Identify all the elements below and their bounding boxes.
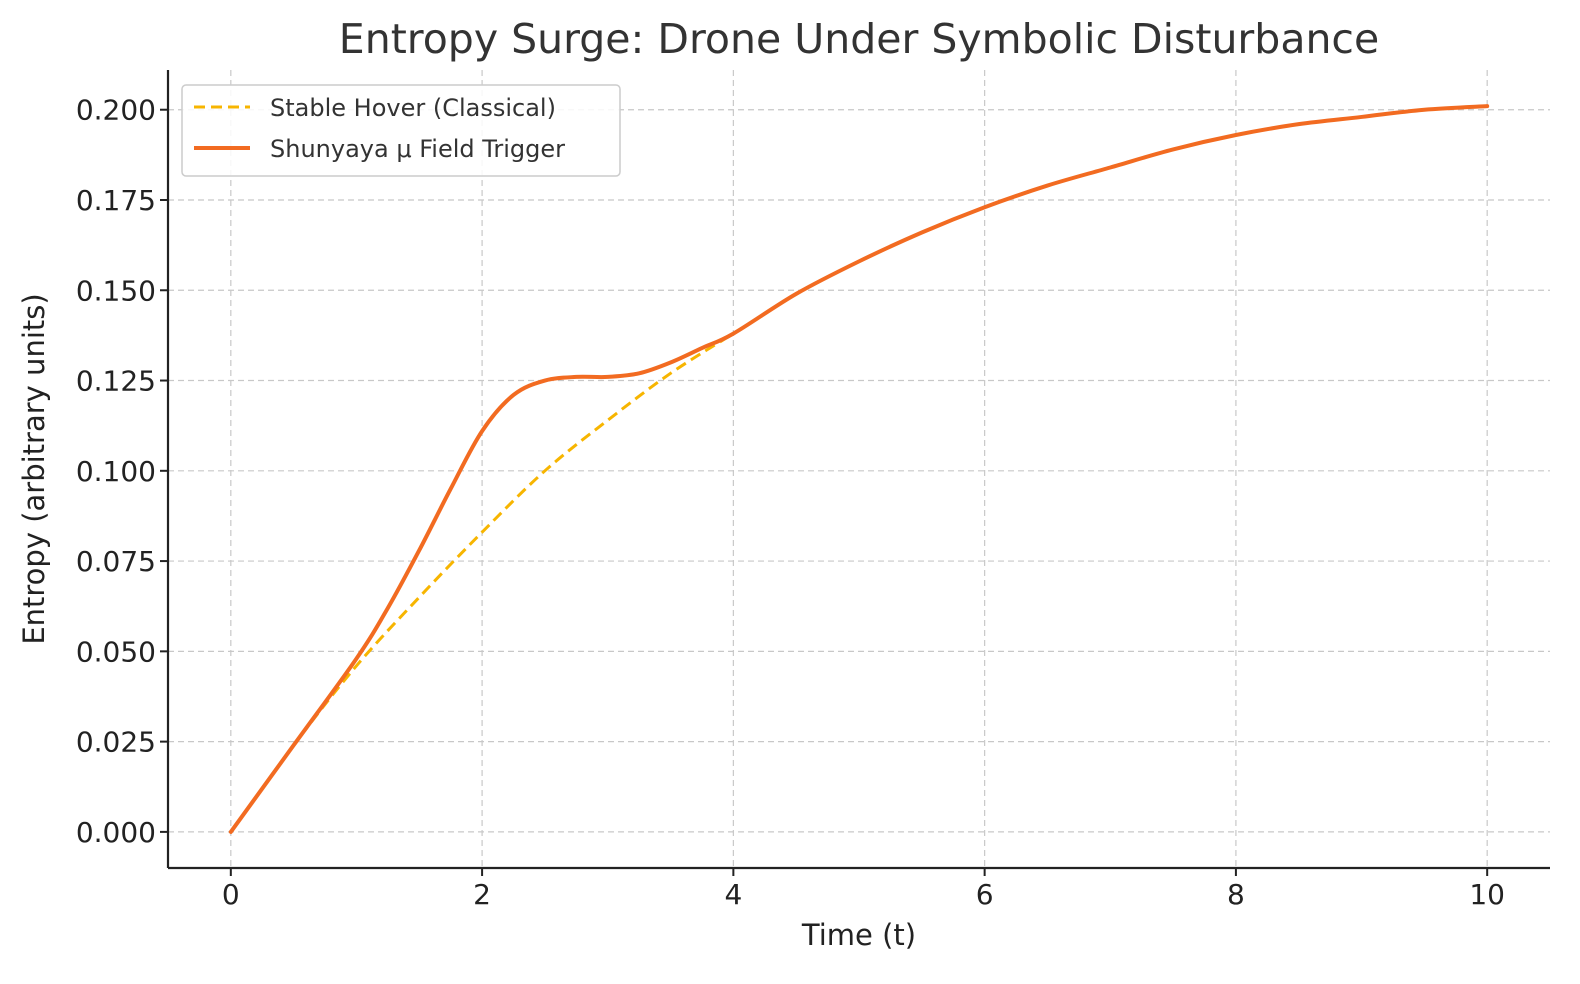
y-axis-label: Entropy (arbitrary units) — [17, 293, 51, 644]
axes — [166, 70, 1550, 870]
y-tick-label: 0.050 — [76, 635, 156, 668]
x-tick-label: 4 — [724, 878, 742, 911]
y-tick-label: 0.175 — [76, 184, 156, 217]
legend-box — [181, 84, 621, 177]
legend: Stable Hover (Classical) Shunyaya μ Fiel… — [181, 84, 621, 177]
legend-label-stable-hover: Stable Hover (Classical) — [270, 94, 556, 122]
y-tick-label: 0.125 — [76, 365, 156, 398]
chart-title: Entropy Surge: Drone Under Symbolic Dist… — [339, 15, 1379, 63]
x-axis-label: Time (t) — [801, 918, 916, 952]
y-tick-label: 0.100 — [76, 455, 156, 488]
y-tick-label: 0.200 — [76, 94, 156, 127]
x-tick-label: 10 — [1469, 878, 1505, 911]
y-tick-label: 0.075 — [76, 545, 156, 578]
y-tick-label: 0.000 — [76, 816, 156, 849]
x-tick-label: 0 — [222, 878, 240, 911]
x-tick-label: 8 — [1227, 878, 1245, 911]
y-tick-label: 0.025 — [76, 726, 156, 759]
series-line-shunyaya — [228, 104, 1490, 834]
ticks: 0 2 4 6 8 10 0.000 0.025 0.050 0.075 0.100 0.125 0.1… — [76, 94, 1505, 911]
y-tick-label: 0.150 — [76, 274, 156, 307]
series-lines — [228, 104, 1490, 834]
x-tick-label: 2 — [473, 878, 491, 911]
x-tick-label: 6 — [976, 878, 994, 911]
grid — [168, 70, 1550, 868]
legend-label-shunyaya: Shunyaya μ Field Trigger — [270, 135, 565, 163]
